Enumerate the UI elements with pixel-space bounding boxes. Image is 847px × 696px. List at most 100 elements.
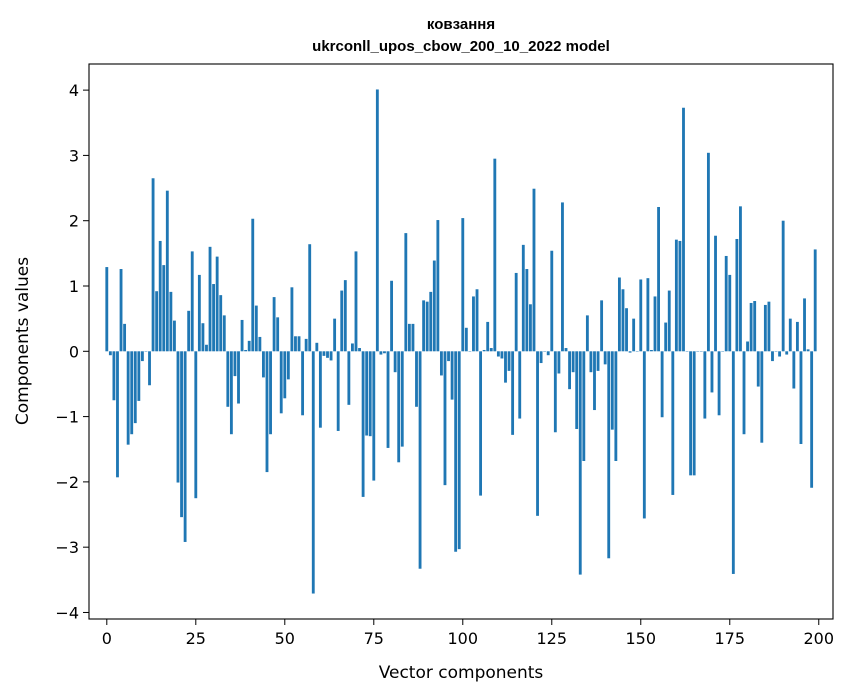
bar-143 xyxy=(614,351,618,461)
bar-165 xyxy=(692,351,696,476)
bar-133 xyxy=(578,351,582,575)
bar-19 xyxy=(173,320,176,352)
bar-103 xyxy=(472,296,475,352)
bar-71 xyxy=(358,348,361,352)
bar-183 xyxy=(756,351,760,387)
x-axis-label: Vector components xyxy=(379,663,544,683)
bar-86 xyxy=(411,323,415,352)
x-tick-label: 150 xyxy=(625,629,656,648)
bar-100 xyxy=(461,218,465,352)
bar-169 xyxy=(706,152,710,352)
bar-21 xyxy=(180,351,183,518)
bar-141 xyxy=(607,351,611,559)
bar-184 xyxy=(760,351,764,443)
plot-frame xyxy=(88,63,834,620)
y-axis-ticks: −4 −3 −2 −1 0 1 2 3 4 xyxy=(55,81,89,622)
bar-158 xyxy=(667,290,671,352)
bar-15 xyxy=(158,240,162,352)
bar-108 xyxy=(489,348,493,352)
bar-119 xyxy=(528,304,532,352)
bar-96 xyxy=(447,351,450,362)
bar-80 xyxy=(390,280,394,352)
bar-64 xyxy=(333,318,337,352)
bar-30 xyxy=(212,284,216,352)
bar-98 xyxy=(454,351,458,552)
bar-50 xyxy=(283,351,287,399)
bar-41 xyxy=(251,218,255,352)
bar-168 xyxy=(703,351,707,419)
bar-47 xyxy=(272,297,276,352)
bar-77 xyxy=(379,351,383,355)
y-tick-label: −1 xyxy=(55,408,79,427)
bar-105 xyxy=(479,351,483,496)
bar-73 xyxy=(365,351,369,436)
bar-95 xyxy=(443,351,447,486)
bar-197 xyxy=(806,349,810,352)
bar-150 xyxy=(639,279,643,352)
bar-180 xyxy=(746,341,749,352)
bar-84 xyxy=(404,233,408,352)
bar-60 xyxy=(318,351,322,428)
bar-193 xyxy=(792,351,796,389)
bar-164 xyxy=(689,351,693,476)
bar-33 xyxy=(222,315,226,352)
bar-178 xyxy=(739,206,742,352)
bar-40 xyxy=(247,340,251,352)
bar-136 xyxy=(589,351,593,373)
bar-13 xyxy=(151,178,155,352)
bar-187 xyxy=(771,351,774,362)
bar-27 xyxy=(201,323,205,352)
bar-7 xyxy=(130,351,134,435)
bar-199 xyxy=(813,249,817,352)
bar-24 xyxy=(190,251,194,352)
bar-59 xyxy=(315,342,319,352)
bar-32 xyxy=(219,295,223,352)
bar-22 xyxy=(183,351,187,542)
bar-88 xyxy=(418,351,422,569)
bar-6 xyxy=(126,351,130,445)
bar-49 xyxy=(279,351,283,414)
y-tick-label: −2 xyxy=(55,473,79,492)
x-axis-ticks: 0 25 50 75 100 125 150 175 200 xyxy=(102,619,834,648)
bar-2 xyxy=(112,351,116,401)
bar-142 xyxy=(610,351,614,430)
bar-25 xyxy=(194,351,198,499)
bar-175 xyxy=(728,274,732,352)
bar-29 xyxy=(208,246,212,352)
bar-56 xyxy=(304,338,308,352)
bar-144 xyxy=(617,277,621,352)
bar-134 xyxy=(582,351,586,461)
bar-112 xyxy=(504,351,507,383)
bar-176 xyxy=(731,351,735,574)
bar-111 xyxy=(500,351,504,359)
bar-138 xyxy=(596,351,600,371)
bar-152 xyxy=(646,278,650,352)
bar-20 xyxy=(176,351,180,483)
bar-58 xyxy=(311,351,315,594)
bar-186 xyxy=(767,301,771,352)
bar-52 xyxy=(290,287,294,352)
bar-104 xyxy=(475,289,479,352)
bar-118 xyxy=(525,269,529,352)
bar-78 xyxy=(383,351,386,354)
bar-85 xyxy=(407,323,411,352)
bar-120 xyxy=(532,188,536,352)
x-tick-label: 50 xyxy=(275,629,295,648)
bar-87 xyxy=(415,351,418,407)
y-tick-label: 4 xyxy=(69,81,79,100)
bar-161 xyxy=(678,240,682,352)
bar-114 xyxy=(511,351,515,435)
bar-83 xyxy=(400,351,404,447)
bar-94 xyxy=(439,351,443,376)
bar-99 xyxy=(457,351,461,550)
bar-92 xyxy=(432,260,436,352)
bar-192 xyxy=(788,318,792,352)
bar-4 xyxy=(119,269,123,352)
x-tick-label: 175 xyxy=(714,629,745,648)
y-tick-label: 0 xyxy=(69,342,79,361)
bar-191 xyxy=(785,351,789,355)
bar-154 xyxy=(653,296,657,352)
bar-17 xyxy=(165,190,169,352)
bar-63 xyxy=(329,351,333,361)
bar-5 xyxy=(123,323,127,352)
